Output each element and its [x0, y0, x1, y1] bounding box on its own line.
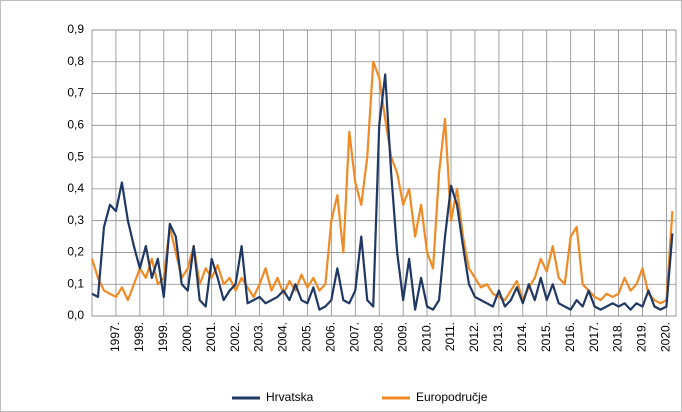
y-tick-label: 0,2 — [67, 245, 84, 259]
y-tick-label: 0,8 — [67, 54, 84, 68]
x-tick-label: 2010. — [419, 322, 433, 352]
x-tick-label: 2016. — [563, 322, 577, 352]
legend-label: Europodručje — [416, 390, 488, 404]
axis-labels: 0,0 0,1 0,2 0,3 0,4 0,5 0,6 0,7 0,8 0,9 1997. 1998.… — [67, 22, 672, 404]
x-tick-label: 2018. — [611, 322, 625, 352]
y-tick-label: 0,4 — [67, 181, 84, 195]
x-tick-label: 2003. — [252, 322, 266, 352]
x-tick-label: 2001. — [204, 322, 218, 352]
x-tick-label: 2006. — [324, 322, 338, 352]
x-tick-label: 2015. — [539, 322, 553, 352]
x-tick-label: 2019. — [635, 322, 649, 352]
y-tick-label: 0,0 — [67, 308, 84, 322]
x-tick-label: 2011. — [443, 322, 457, 351]
x-tick-label: 2014. — [515, 322, 529, 352]
y-tick-label: 0,7 — [67, 86, 84, 100]
x-tick-label: 1999. — [156, 322, 170, 352]
y-tick-label: 0,5 — [67, 149, 84, 163]
plot-border — [91, 29, 677, 317]
legend-label: Hrvatska — [266, 390, 314, 404]
x-tick-label: 2000. — [180, 322, 194, 352]
x-tick-label: 2020. — [659, 322, 673, 352]
y-tick-label: 0,6 — [67, 118, 84, 132]
x-tick-label: 2007. — [347, 322, 361, 352]
data-line — [91, 73, 674, 311]
x-tick-label: 2013. — [491, 322, 505, 352]
x-tick-label: 1997. — [108, 322, 122, 352]
x-tick-label: 2004. — [276, 322, 290, 352]
y-tick-label: 0,3 — [67, 213, 84, 227]
x-tick-label: 1998. — [132, 322, 146, 352]
x-tick-label: 2008. — [371, 322, 385, 352]
x-tick-label: 2005. — [300, 322, 314, 352]
x-tick-label: 2017. — [587, 322, 601, 352]
x-tick-label: 2009. — [395, 322, 409, 352]
x-tick-label: 2002. — [228, 322, 242, 352]
y-tick-label: 0,9 — [67, 22, 84, 36]
y-tick-label: 0,1 — [67, 276, 84, 290]
plot-area — [90, 60, 674, 311]
x-tick-label: 2012. — [467, 322, 481, 352]
grid — [91, 29, 677, 317]
